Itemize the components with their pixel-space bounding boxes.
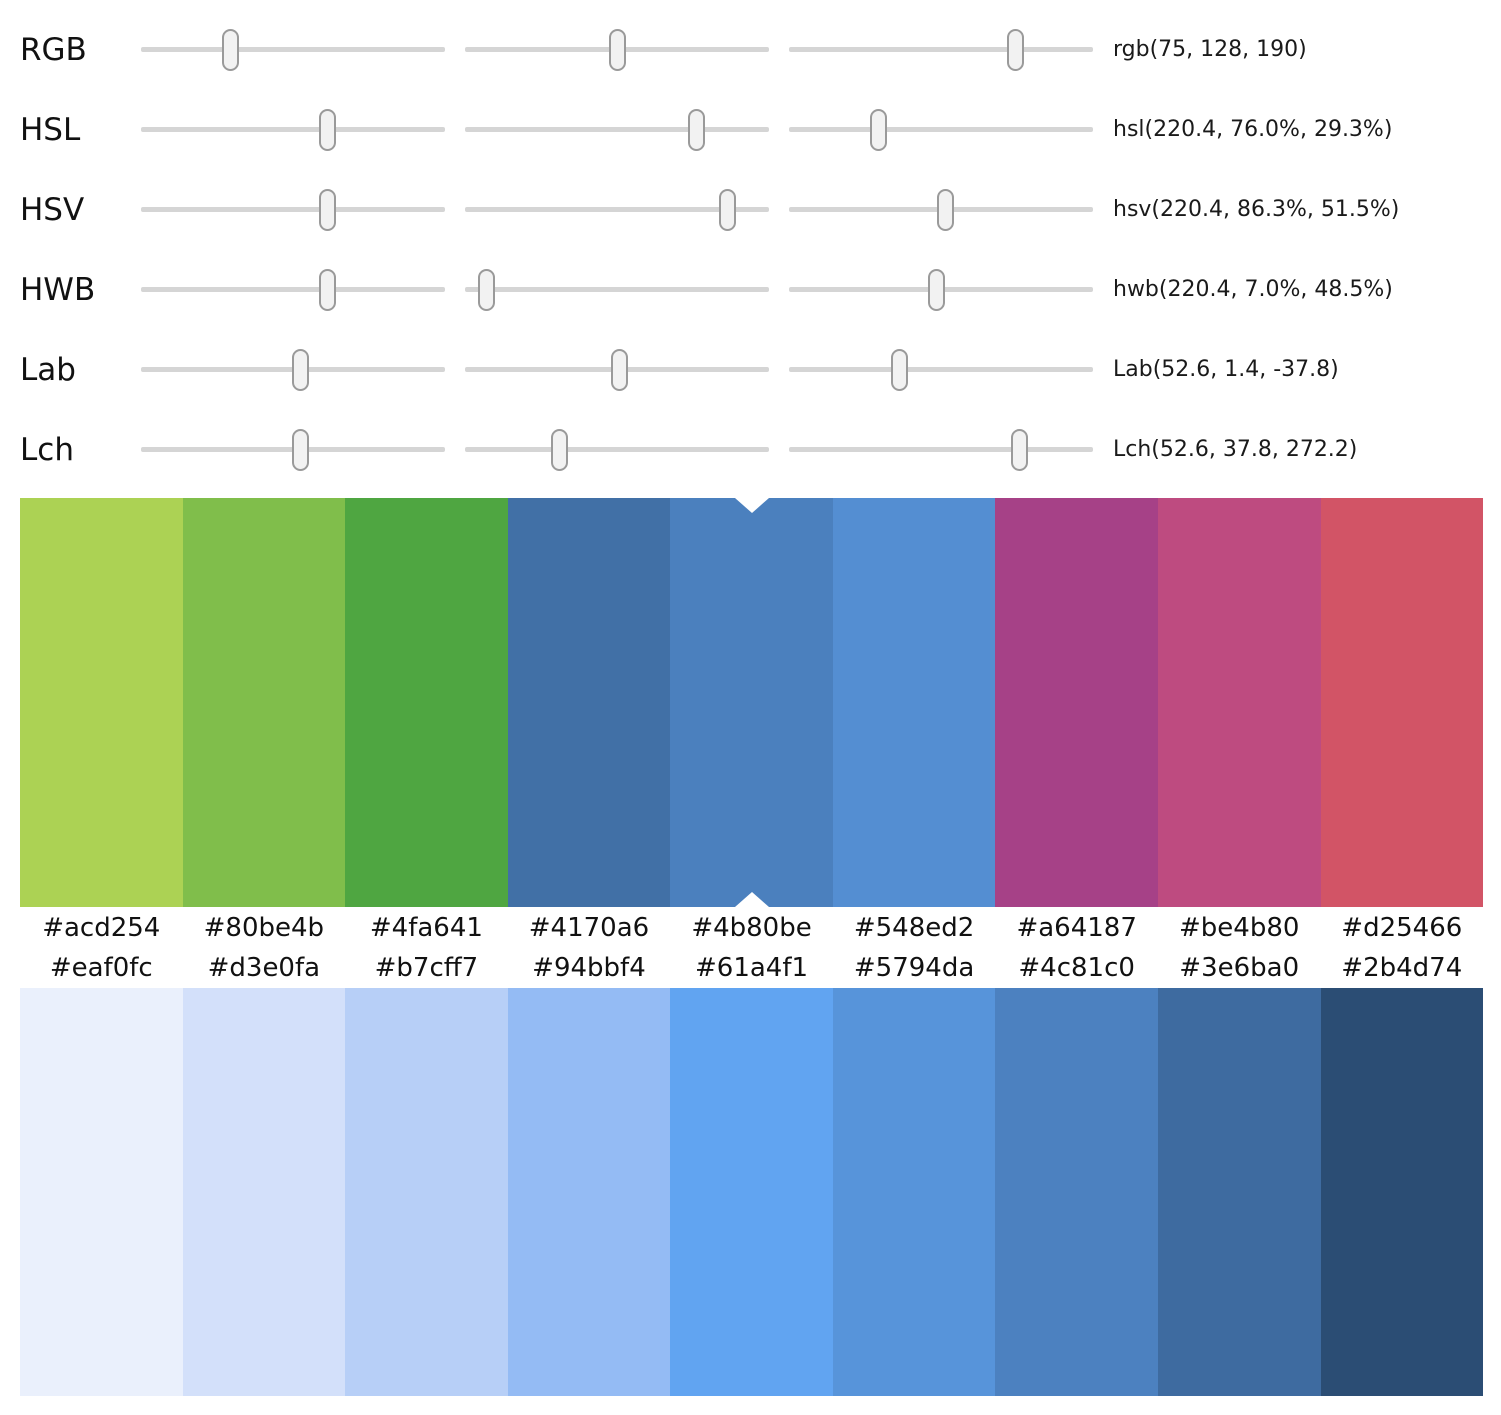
slider-thumb-h[interactable] [318,269,336,311]
slider-thumb-s[interactable] [687,109,705,151]
slider-thumb-l[interactable] [292,429,310,471]
slider-thumb-h[interactable] [1010,429,1028,471]
hex-code-label: #eaf0fc [49,953,153,983]
slider-track-s[interactable] [465,207,769,212]
color-model-label: HSL [20,112,81,148]
hex-code-label: #a64187 [1016,913,1137,943]
color-model-label: HSV [20,192,85,228]
color-swatch[interactable] [1157,988,1321,1396]
hue-palette [20,498,1484,907]
slider-thumb-l[interactable] [869,109,887,151]
slider-thumb-b[interactable] [1006,29,1024,71]
hex-code-label: #d3e0fa [207,953,321,983]
slider-thumb-h[interactable] [318,109,336,151]
hex-code-label: #4170a6 [528,913,650,943]
slider-thumb-c[interactable] [550,429,568,471]
color-model-label: Lab [20,352,76,388]
slider-track-b[interactable] [789,47,1093,52]
shade-hex-labels: #eaf0fc #d3e0fa #b7cff7 #94bbf4 #61a4f1 #5794… [20,948,1483,988]
slider-row-rgb: RGB rgb(75, 128, 190) [0,10,1501,90]
color-value-text: rgb(75, 128, 190) [1113,37,1307,62]
selected-swatch-marker-bottom-icon [734,892,769,907]
color-model-label: HWB [20,272,96,308]
color-value-text: Lab(52.6, 1.4, -37.8) [1113,357,1339,382]
slider-thumb-l[interactable] [292,349,310,391]
shade-palette [20,988,1484,1396]
slider-row-lab: Lab Lab(52.6, 1.4, -37.8) [0,330,1501,410]
color-swatch[interactable] [670,498,833,907]
slider-thumb-a[interactable] [610,349,628,391]
hex-code-label: #548ed2 [853,913,975,943]
color-value-text: Lch(52.6, 37.8, 272.2) [1113,437,1358,462]
hex-code-label: #4fa641 [369,913,483,943]
color-value-text: hsv(220.4, 86.3%, 51.5%) [1113,197,1400,222]
color-value-text: hsl(220.4, 76.0%, 29.3%) [1113,117,1393,142]
hex-code-label: #b7cff7 [374,953,479,983]
color-swatch[interactable] [182,988,346,1396]
hex-code-label: #2b4d74 [1341,953,1463,983]
color-swatch[interactable] [345,988,508,1396]
color-swatch[interactable] [832,988,996,1396]
slider-track-h[interactable] [141,207,445,212]
color-swatch[interactable] [20,498,183,907]
hex-code-label: #be4b80 [1179,913,1300,943]
slider-row-hsl: HSL hsl(220.4, 76.0%, 29.3%) [0,90,1501,170]
slider-thumb-b[interactable] [891,349,909,391]
hex-code-label: #3e6ba0 [1179,953,1300,983]
color-swatch[interactable] [995,988,1158,1396]
hex-code-label: #61a4f1 [695,953,809,983]
hex-code-label: #4c81c0 [1018,953,1135,983]
slider-thumb-b[interactable] [927,269,945,311]
color-swatch[interactable] [832,498,996,907]
slider-track-c[interactable] [465,447,769,452]
color-swatch[interactable] [1157,498,1321,907]
slider-row-lch: Lch Lch(52.6, 37.8, 272.2) [0,410,1501,490]
slider-track-s[interactable] [465,127,769,132]
color-swatch[interactable] [670,988,833,1396]
hex-code-label: #acd254 [42,913,161,943]
slider-track-b[interactable] [789,367,1093,372]
color-swatch[interactable] [507,498,671,907]
hex-code-label: #94bbf4 [532,953,646,983]
color-swatch[interactable] [20,988,183,1396]
hex-code-label: #d25466 [1341,913,1463,943]
slider-thumb-r[interactable] [221,29,239,71]
color-swatch[interactable] [1320,988,1484,1396]
slider-track-r[interactable] [141,47,445,52]
color-swatch[interactable] [1320,498,1484,907]
slider-track-h[interactable] [141,127,445,132]
hex-code-label: #5794da [853,953,975,983]
slider-thumb-w[interactable] [477,269,495,311]
hex-code-label: #80be4b [203,913,325,943]
slider-track-l[interactable] [789,127,1093,132]
slider-row-hsv: HSV hsv(220.4, 86.3%, 51.5%) [0,170,1501,250]
color-swatch[interactable] [507,988,671,1396]
slider-track-h[interactable] [141,287,445,292]
selected-swatch-marker-top-icon [734,498,769,513]
slider-thumb-g[interactable] [609,29,627,71]
color-swatch[interactable] [345,498,508,907]
color-model-label: RGB [20,32,87,68]
slider-row-hwb: HWB hwb(220.4, 7.0%, 48.5%) [0,250,1501,330]
hue-hex-labels: #acd254 #80be4b #4fa641 #4170a6 #4b80be #548e… [20,906,1483,950]
color-swatch[interactable] [182,498,346,907]
hex-code-label: #4b80be [691,913,812,943]
slider-track-h[interactable] [789,447,1093,452]
slider-track-w[interactable] [465,287,769,292]
color-model-label: Lch [20,432,74,468]
color-value-text: hwb(220.4, 7.0%, 48.5%) [1113,277,1393,302]
slider-thumb-s[interactable] [718,189,736,231]
color-swatch[interactable] [995,498,1158,907]
slider-thumb-v[interactable] [937,189,955,231]
slider-thumb-h[interactable] [318,189,336,231]
